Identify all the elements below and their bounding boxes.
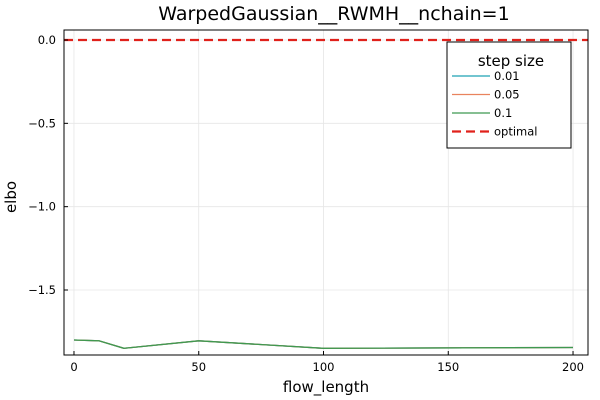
y-tick-label: −0.5 bbox=[28, 116, 56, 130]
legend-title: step size bbox=[478, 52, 544, 70]
legend-label-0-1: 0.1 bbox=[494, 106, 512, 120]
x-tick-label: 0 bbox=[70, 360, 77, 374]
x-tick-label: 150 bbox=[437, 360, 459, 374]
plot-frame bbox=[63, 29, 589, 356]
x-tick-label: 200 bbox=[562, 360, 584, 374]
legend: step size 0.01 0.05 0.1 optimal bbox=[446, 41, 572, 149]
x-axis-label: flow_length bbox=[283, 378, 369, 397]
y-tick-label: −1.0 bbox=[28, 200, 56, 214]
axis-ticks: 0 50 100 150 200 0.0 −0.5 −1.0 −1.5 bbox=[28, 33, 584, 374]
legend-label-0-05: 0.05 bbox=[494, 88, 520, 102]
y-axis-label: elbo bbox=[2, 181, 20, 213]
y-tick-label: 0.0 bbox=[38, 33, 56, 47]
legend-label-0-01: 0.01 bbox=[494, 69, 520, 83]
x-tick-label: 50 bbox=[191, 360, 206, 374]
series-line-0-1 bbox=[73, 339, 574, 349]
x-tick-label: 100 bbox=[313, 360, 335, 374]
legend-label-optimal: optimal bbox=[494, 125, 537, 139]
series-lines bbox=[64, 38, 588, 349]
y-tick-label: −1.5 bbox=[28, 283, 56, 297]
chart-title: WarpedGaussian__RWMH__nchain=1 bbox=[158, 3, 509, 25]
